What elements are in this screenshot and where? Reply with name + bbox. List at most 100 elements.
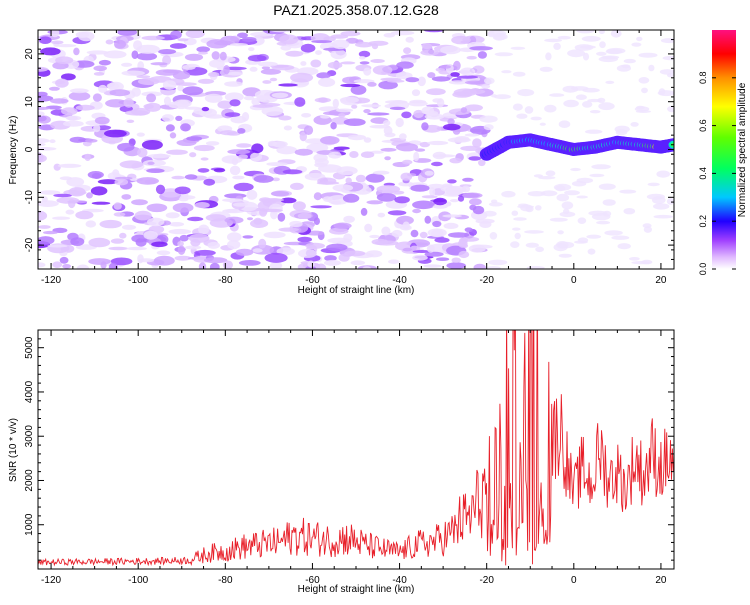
heatmap-cell <box>147 161 155 165</box>
heatmap-cell <box>330 200 342 205</box>
heatmap-cell <box>458 250 470 259</box>
heatmap-cell <box>261 106 284 116</box>
heatmap-cell <box>659 69 674 75</box>
heatmap-cell <box>396 215 414 225</box>
heatmap-cell <box>342 193 360 203</box>
heatmap-cell <box>574 240 588 244</box>
heatmap-cell <box>248 47 255 52</box>
heatmap-cell <box>278 83 298 87</box>
heatmap-cell <box>493 94 511 100</box>
heatmap-cell <box>549 93 565 97</box>
heatmap-cell <box>252 248 263 253</box>
heatmap-cell <box>179 234 189 242</box>
heatmap-cell <box>481 84 491 89</box>
heatmap-cell <box>300 43 316 53</box>
heatmap-cell <box>278 115 292 121</box>
heatmap-cell <box>588 210 608 216</box>
heatmap-cell <box>280 197 297 204</box>
heatmap-cell <box>557 241 575 249</box>
heatmap-cell <box>206 39 228 49</box>
heatmap-cell <box>180 123 191 132</box>
heatmap-cell <box>383 33 396 38</box>
heatmap-cell <box>314 97 331 103</box>
heatmap-cell <box>643 226 653 233</box>
heatmap-cell <box>51 40 64 45</box>
heatmap-cell <box>298 248 317 258</box>
heatmap-cell <box>367 82 377 87</box>
heatmap-cell <box>112 169 120 177</box>
heatmap-cell <box>241 112 250 122</box>
heatmap-cell <box>458 239 468 248</box>
heatmap-cell <box>469 46 493 51</box>
heatmap-cell <box>205 114 225 119</box>
heatmap-cell <box>662 55 674 61</box>
heatmap-cell <box>109 89 131 97</box>
x-tick-label: 0 <box>571 275 577 286</box>
heatmap-cell <box>170 30 182 39</box>
heatmap-cell <box>401 111 412 119</box>
colorbar-tick-label: 0.4 <box>698 167 708 180</box>
heatmap-cell <box>141 35 165 41</box>
heatmap-cell <box>103 50 127 59</box>
heatmap-cell <box>97 179 119 185</box>
y-tick-label: 4000 <box>24 380 35 403</box>
heatmap-cell <box>38 95 54 102</box>
heatmap-cell <box>88 258 111 265</box>
snr-frame <box>37 329 675 570</box>
heatmap-cell <box>61 73 76 81</box>
x-tick-label: 20 <box>655 575 667 586</box>
heatmap-cell <box>108 246 128 251</box>
y-tick-label: 5000 <box>24 336 35 359</box>
heatmap-cell <box>326 243 348 252</box>
heatmap-cell <box>443 123 461 131</box>
x-tick-label: -100 <box>128 275 148 286</box>
heatmap-cell <box>424 170 434 176</box>
heatmap-cell <box>223 65 230 75</box>
heatmap-cell <box>131 199 148 206</box>
heatmap-cell <box>389 106 406 110</box>
heatmap-cell <box>598 102 615 111</box>
heatmap-cell <box>38 138 50 144</box>
heatmap-cell <box>197 168 210 173</box>
heatmap-cell <box>647 182 660 187</box>
heatmap-cell <box>361 104 381 108</box>
heatmap-cell <box>419 141 430 148</box>
heatmap-cell <box>464 80 487 85</box>
heatmap-cell <box>185 245 202 250</box>
heatmap-cell <box>252 104 274 108</box>
heatmap-cell <box>451 257 461 263</box>
heatmap-cell <box>49 139 56 144</box>
heatmap-cell <box>433 197 447 206</box>
heatmap-cell <box>198 224 210 235</box>
heatmap-cell <box>602 210 612 217</box>
heatmap-cell <box>136 177 159 185</box>
heatmap-cell <box>194 249 216 256</box>
heatmap-cell <box>305 242 325 249</box>
heatmap-cell <box>535 246 544 253</box>
heatmap-cell <box>462 192 483 199</box>
heatmap-cell <box>351 104 358 109</box>
heatmap-cell <box>131 87 141 97</box>
heatmap-cell <box>94 116 110 125</box>
x-tick-label: -100 <box>128 575 148 586</box>
heatmap-cell <box>184 106 202 110</box>
heatmap-cell <box>146 168 165 173</box>
heatmap-cell <box>479 220 492 228</box>
heatmap-cell <box>294 97 306 107</box>
heatmap-cell <box>53 193 73 198</box>
heatmap-cell <box>433 154 456 158</box>
heatmap-cell <box>365 250 383 258</box>
heatmap-cell <box>289 220 303 228</box>
heatmap-cell <box>384 156 391 161</box>
heatmap-cell <box>343 215 355 223</box>
heatmap-cell <box>66 177 85 187</box>
heatmap-cell <box>413 109 424 119</box>
heatmap-cell <box>488 259 508 266</box>
heatmap-cell <box>434 237 450 243</box>
heatmap-cell <box>165 124 175 132</box>
heatmap-cell <box>172 71 191 80</box>
heatmap-cell <box>384 100 408 104</box>
heatmap-cell <box>147 217 165 227</box>
heatmap-cell <box>330 49 347 60</box>
heatmap-cell <box>124 110 149 116</box>
